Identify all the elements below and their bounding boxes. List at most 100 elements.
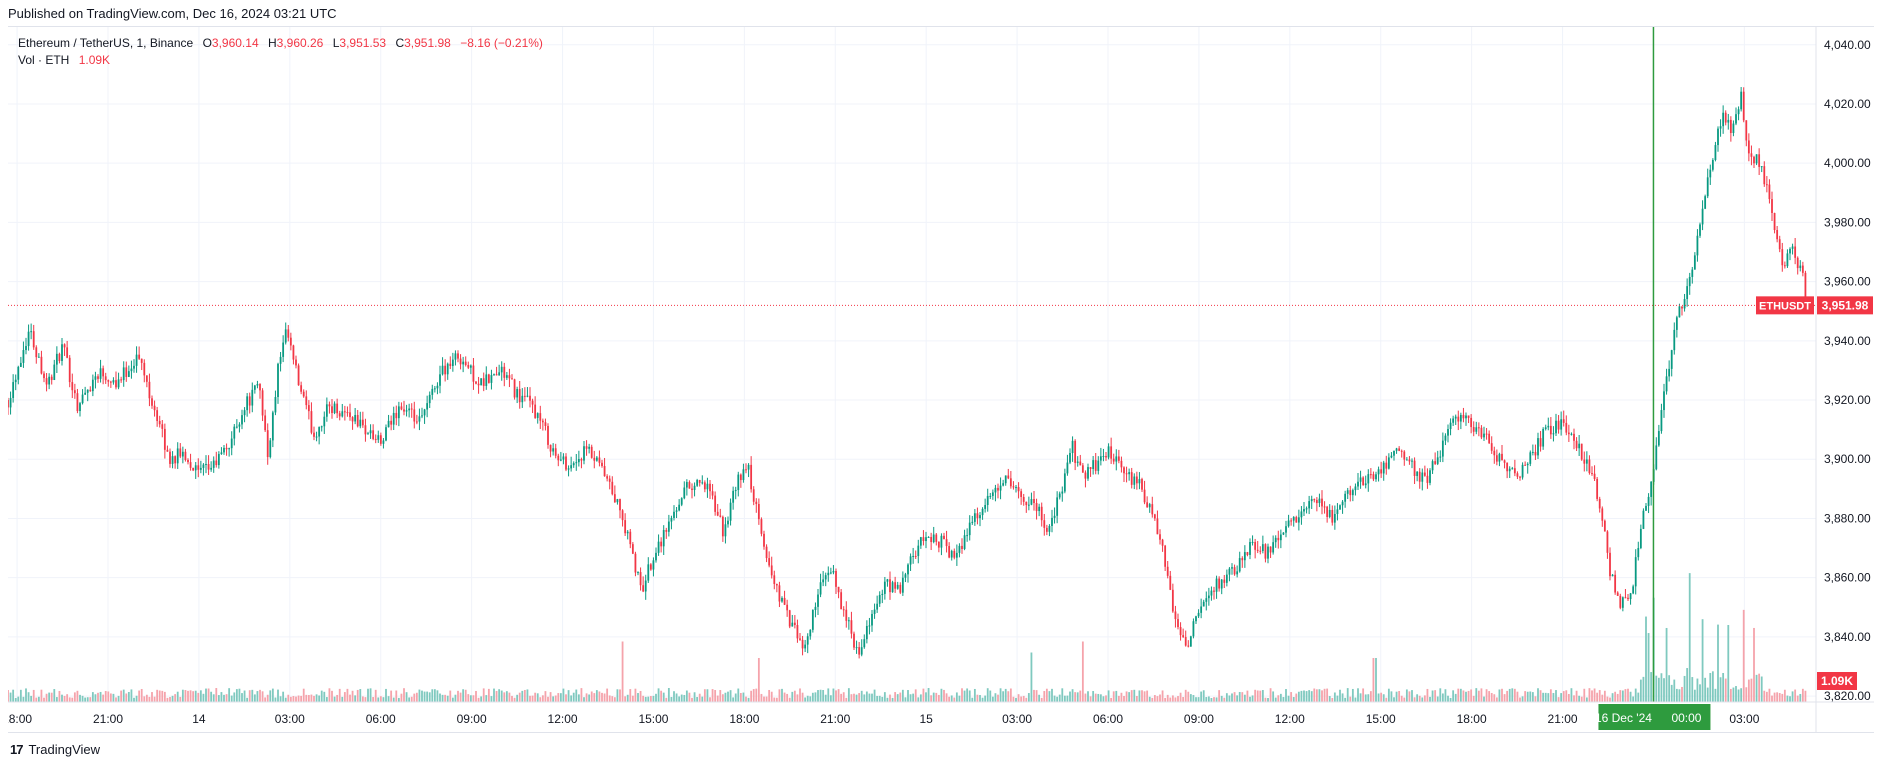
candle-body <box>1344 493 1347 502</box>
candle-body <box>202 464 205 468</box>
volume-label[interactable]: Vol · ETH <box>18 53 70 67</box>
volume-bar <box>1202 690 1205 702</box>
volume-bar <box>1295 693 1298 702</box>
candle-body <box>259 384 261 391</box>
footer-brand[interactable]: TradingView <box>28 742 101 757</box>
volume-bar <box>647 696 650 702</box>
volume-bar <box>1722 672 1725 702</box>
volume-bar <box>1321 690 1323 702</box>
volume-bar <box>27 692 30 702</box>
chart-area[interactable]: 3,820.00 3,840.00 3,860.00 3,880.00 3,900.00… <box>8 26 1874 733</box>
x-tick-label: 18:00 <box>8 712 32 726</box>
volume-bar <box>397 697 400 702</box>
candle-body <box>1801 265 1804 273</box>
symbol-name[interactable]: Ethereum / TetherUS, 1, Binance <box>18 36 194 50</box>
volume-bar <box>400 693 403 702</box>
candle-body <box>1706 177 1709 197</box>
volume-bar <box>539 697 542 702</box>
candle-body <box>300 385 303 392</box>
candle-body <box>1166 566 1169 576</box>
volume-bar <box>230 695 233 702</box>
volume-bar <box>8 690 9 702</box>
candle-body <box>97 376 99 379</box>
volume-bar <box>58 690 61 702</box>
candle-body <box>608 478 611 482</box>
volume-bar <box>1048 691 1051 702</box>
candle-body <box>1544 427 1547 429</box>
volume-bar <box>526 689 529 702</box>
volume-bar <box>1120 692 1123 702</box>
tradingview-logo-icon[interactable]: 17 <box>10 742 24 757</box>
candle-body <box>1495 455 1498 462</box>
volume-bar <box>94 694 97 702</box>
volume-bar <box>531 695 534 702</box>
candle-body <box>1639 528 1642 548</box>
volume-bar <box>349 694 351 702</box>
x-tick-label: 14 <box>192 712 206 726</box>
volume-bar <box>1601 694 1604 702</box>
candle-body <box>1215 578 1218 592</box>
volume-bar <box>1423 695 1426 702</box>
candle-body <box>480 378 483 386</box>
candle-body <box>791 622 794 627</box>
volume-bar <box>1315 689 1318 702</box>
volume-bar <box>1097 693 1100 702</box>
candle-body <box>1627 597 1629 600</box>
candle-body <box>665 530 668 532</box>
candle-body <box>698 480 701 483</box>
candle-body <box>667 521 670 532</box>
candle-body <box>382 440 385 444</box>
candle-body <box>932 534 935 543</box>
volume-bar <box>1660 673 1663 702</box>
volume-bar <box>670 696 673 702</box>
volume-bar <box>621 641 624 702</box>
volume-bar <box>1534 696 1537 702</box>
x-tick-label: 03:00 <box>1002 712 1032 726</box>
candle-body <box>752 489 755 502</box>
candle-body <box>1359 477 1362 482</box>
volume-bar <box>642 695 645 702</box>
volume-bar <box>1110 697 1113 702</box>
candle-body <box>63 344 66 348</box>
chart-canvas[interactable]: 3,820.00 3,840.00 3,860.00 3,880.00 3,900.00… <box>8 27 1874 732</box>
candle-body <box>747 464 750 470</box>
volume-bar <box>626 694 629 702</box>
candle-body <box>1591 473 1593 475</box>
candle-body <box>631 544 634 554</box>
volume-bar <box>76 690 79 702</box>
candle-body <box>1691 269 1694 277</box>
volume-bar <box>716 695 719 702</box>
volume-bar <box>1030 652 1033 702</box>
volume-bar <box>1189 694 1192 702</box>
candle-body <box>66 347 69 358</box>
volume-bar <box>107 691 110 702</box>
candle-body <box>940 535 943 548</box>
candle-body <box>1030 499 1033 505</box>
candle-body <box>1380 469 1383 474</box>
volume-bar <box>1740 688 1743 702</box>
candle-body <box>454 353 457 360</box>
candle-body <box>973 513 976 522</box>
candle-body <box>1616 592 1619 596</box>
volume-bar <box>454 694 457 702</box>
volume-bar <box>631 695 634 702</box>
volume-bar <box>1560 693 1563 702</box>
volume-bar <box>572 692 575 702</box>
volume-bar <box>925 692 927 702</box>
candle-body <box>91 379 94 392</box>
candle-body <box>475 381 477 384</box>
candle-body <box>503 366 506 378</box>
candle-body <box>979 515 981 519</box>
candle-body <box>521 395 524 403</box>
candle-body <box>968 522 971 536</box>
volume-bar <box>498 689 501 702</box>
volume-bar <box>611 696 614 702</box>
volume-bar <box>1729 688 1732 702</box>
volume-bar <box>1477 690 1480 702</box>
candle-body <box>1087 467 1089 479</box>
volume-bar <box>657 688 660 702</box>
candle-body <box>1020 491 1023 497</box>
volume-bar <box>770 691 773 702</box>
volume-bar <box>1529 691 1532 702</box>
candle-body <box>989 495 992 497</box>
